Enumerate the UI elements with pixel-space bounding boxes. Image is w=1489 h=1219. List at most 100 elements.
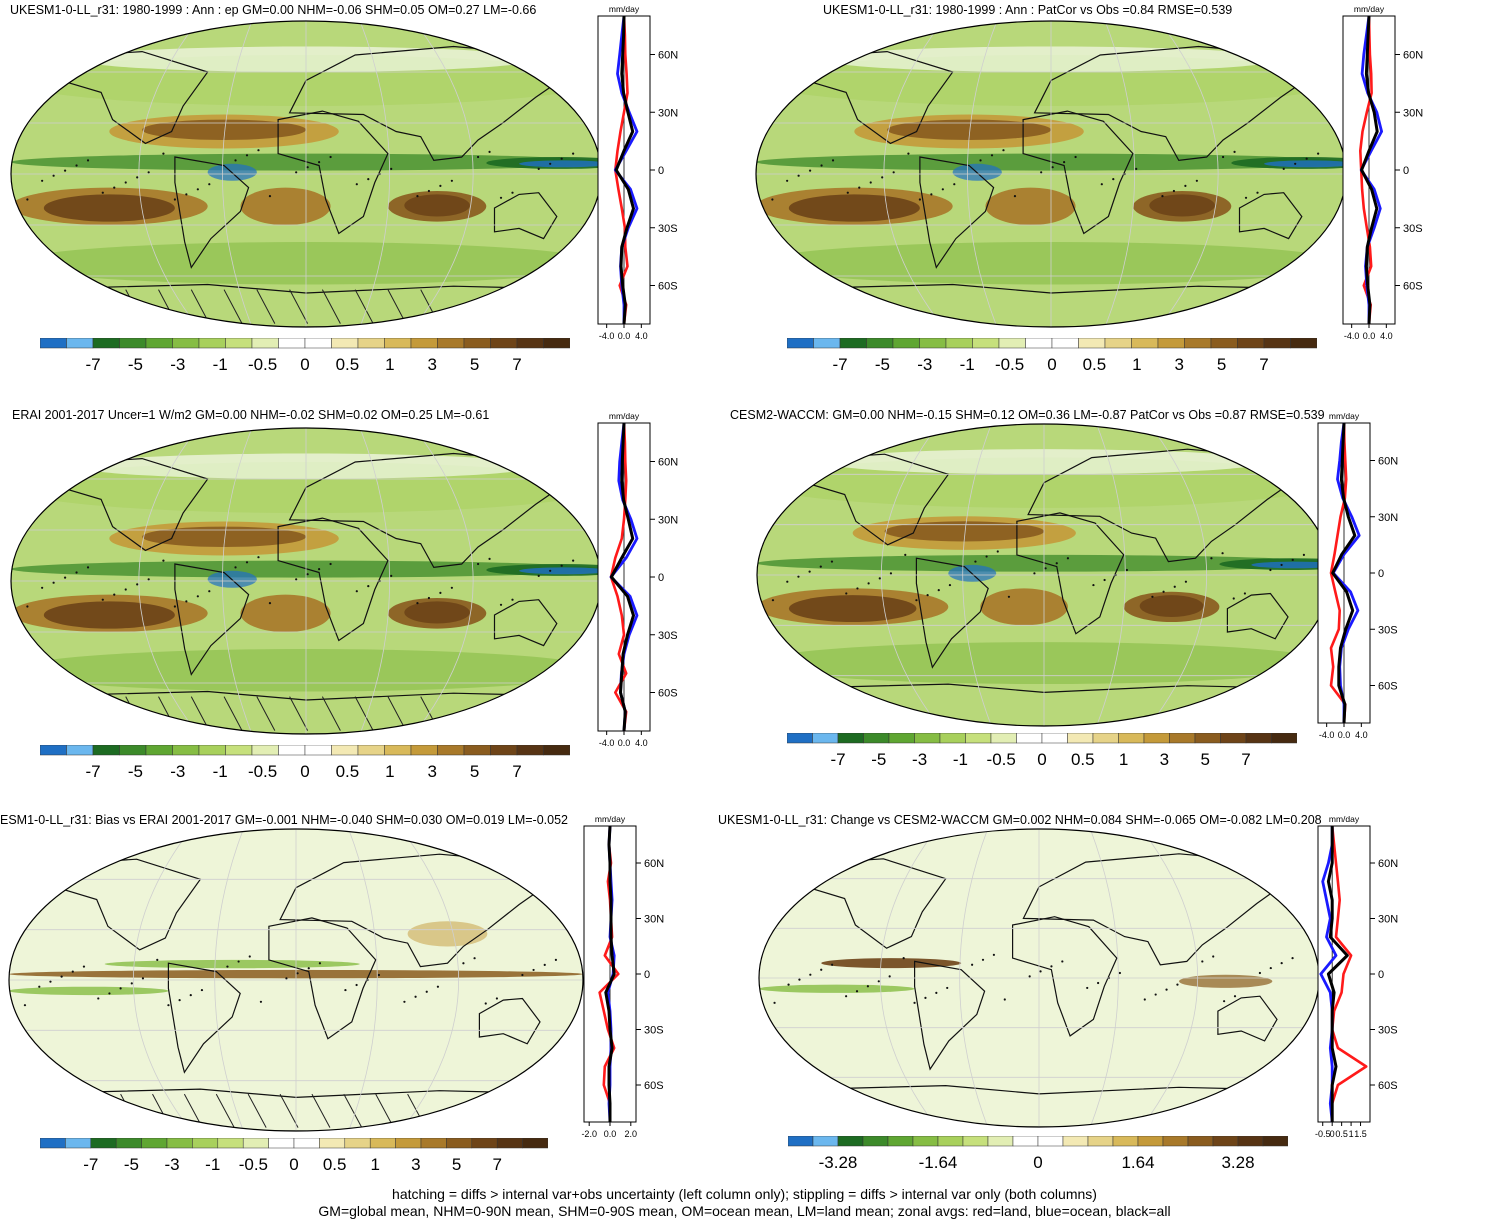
wet-max-pacific [519,567,601,575]
colorbar-label: 3 [427,762,436,781]
stipple-dot [162,152,165,155]
stipple-dot [499,603,503,606]
stipple-dot [1162,590,1165,593]
dry-core-indian [1139,595,1204,617]
colorbar-swatch [1041,733,1068,744]
colorbar-label: 5 [470,355,479,374]
colorbar-swatch [198,745,226,756]
stipple-dot [926,594,929,597]
panel-title: ERAI 2001-2017 Uncer=1 W/m2 GM=0.00 NHM=… [12,408,490,422]
x-tick-label: -4.0 [1319,730,1335,740]
wet-max-pacific [1251,561,1331,569]
colorbar-swatch [987,1136,1014,1147]
stipple-dot [49,980,52,983]
colorbar-label: 0 [1047,355,1056,374]
stipple-dot [1184,184,1187,187]
colorbar-label: 5 [452,1155,461,1174]
stipple-dot [1033,572,1036,575]
coastline-north-america [779,50,954,145]
stipple-dot [996,550,999,553]
zonal-land-series [1330,825,1368,1122]
stipple-dot [113,186,116,189]
stipple-dot [450,179,453,182]
stipple-dot [948,583,952,587]
stipple-dot [1210,557,1213,560]
colorbar-swatch [939,733,966,744]
stipple-dot [473,957,476,960]
stipple-dot [878,577,881,580]
colorbar-swatch [278,338,306,349]
map-field [11,428,601,734]
stipple-dot [1233,150,1236,153]
dry-band-south-atlantic [985,187,1076,225]
zonal-average-plot: mm/day 60N 30N 0 30S 60S -2.0 0.0 2.0 [581,814,664,1139]
stipple-dot [200,988,204,992]
stipple-dot [318,161,321,164]
colorbar-swatch [1157,338,1185,349]
hatch-line [215,1093,235,1128]
colorbar-swatch [410,745,438,756]
coastline-south-america [174,563,250,676]
lat-tick-label: 30N [1378,914,1398,926]
hatch-line [88,1093,108,1128]
colorbar: -7 -5 -3 -1 -0.5 0 0.5 1 3 5 7 [787,733,1297,769]
stipple-dot [296,972,299,975]
lat-tick-label: 0 [658,165,664,177]
colorbar-label: -0.5 [987,750,1016,769]
hatch-line [59,696,79,731]
coastline-australia [1226,592,1289,640]
stipple-dot [1176,983,1179,986]
stipple-dot [1039,970,1042,973]
zonal-all-series [614,15,635,325]
lat-tick-label: 30N [658,107,678,119]
stipple-dot [439,184,442,187]
graticule-lon [348,829,378,1131]
colorbar-label: 0 [1033,1153,1042,1172]
stipple-dot [1074,155,1077,159]
stipple-dot [403,1000,406,1003]
colorbar-swatch [1012,1136,1039,1147]
stipple-dot [930,193,933,196]
coastline-africa [268,917,377,1040]
colorbar-label: -1 [213,762,228,781]
global-map [10,427,602,735]
dry-core-north [884,521,1044,542]
colorbar: -7 -5 -3 -1 -0.5 0 0.5 1 3 5 7 [40,1138,548,1174]
colorbar-swatch [812,733,839,744]
stipple-dot [918,198,921,201]
colorbar-label: -3 [170,762,185,781]
stipple-dot [798,978,801,981]
x-tick-label: 0 [1330,1129,1335,1139]
panel-change-vs-cesm2: UKESM1-0-LL_r31: Change vs CESM2-WACCM G… [718,810,1489,1190]
x-tick-label: 4.0 [1380,331,1393,341]
stipple-dot [495,997,498,1000]
dry-core-north [142,526,306,547]
colorbar-swatch [888,733,915,744]
stipple-dot [427,596,431,600]
global-map [755,20,1347,328]
colorbar-label: 3 [411,1155,420,1174]
colorbar-swatch [812,1136,839,1147]
colorbar-swatch [1169,733,1196,744]
colorbar-swatch [319,1138,346,1149]
stipple-dot [124,181,127,184]
lat-tick-label: 60S [658,281,678,293]
x-tick-label: -4.0 [599,331,615,341]
bias-asia-monsoon [407,921,488,947]
change-south-band [759,984,915,993]
colorbar-swatch [217,1138,244,1149]
colorbar-swatch [40,745,67,756]
stipple-dot [390,574,393,577]
stipple-dot [1063,161,1066,164]
stipple-dot [355,590,358,593]
stipple-dot [1118,971,1121,975]
stipple-dot [974,560,977,563]
stipple-dot [572,152,575,155]
colorbar: -7 -5 -3 -1 -0.5 0 0.5 1 3 5 7 [40,338,570,374]
lat-tick-label: 0 [1378,568,1384,580]
stipple-dot [245,154,249,157]
colorbar-label: -0.5 [248,762,277,781]
colorbar-label: -1 [205,1155,220,1174]
colorbar-label: -7 [830,750,845,769]
hatch-line [289,289,309,324]
